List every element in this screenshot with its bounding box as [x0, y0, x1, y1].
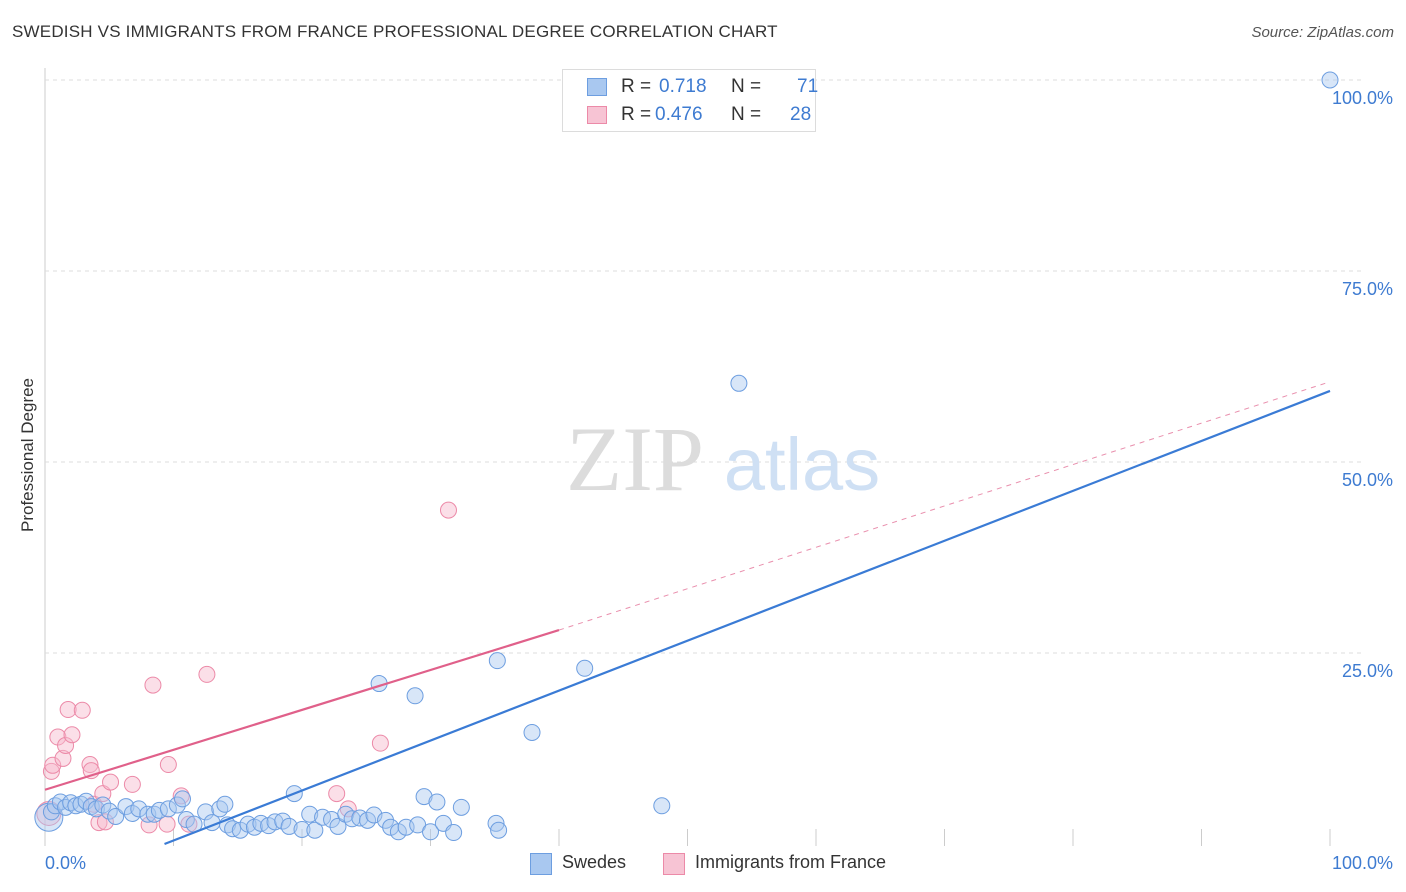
swedes-point [487, 814, 505, 832]
legend-r-label: R = [621, 76, 652, 97]
france-trend-line [44, 629, 560, 791]
y-tick-label: 75.0% [1342, 279, 1393, 299]
france-point [371, 734, 389, 752]
legend-n-label: N = [731, 76, 762, 97]
swedes-point [173, 790, 191, 808]
swedes-point [653, 797, 671, 815]
swedes-point [72, 795, 90, 813]
swedes-point [150, 801, 168, 819]
swedes-point [159, 800, 177, 818]
france-point [63, 726, 81, 744]
stats-legend: R = 0.718 N = 71 R = 0.476 N = 28 [562, 69, 819, 132]
legend-r-value-swedes: 0.718 [659, 76, 707, 97]
swedes-point [34, 802, 64, 832]
swedes-trend-line [164, 389, 1331, 846]
bottom-legend-label: Swedes [562, 852, 627, 872]
grid-layer [44, 68, 1365, 846]
watermark-atlas: atlas [724, 423, 880, 506]
france-point [439, 501, 457, 519]
swedes-point [406, 687, 424, 705]
france-point [57, 736, 75, 754]
legend-n-label: N = [731, 104, 762, 125]
france-point [73, 701, 91, 719]
france-point [54, 749, 72, 767]
france-point [198, 665, 216, 683]
swedes-point [445, 824, 463, 842]
legend-r-label: R = [621, 104, 652, 125]
trend-lines [44, 381, 1331, 846]
swedes-point [1321, 71, 1339, 89]
swedes-point [280, 817, 298, 835]
legend-n-value-swedes: 71 [797, 76, 819, 97]
legend-n-value-france: 28 [790, 104, 812, 125]
france-points [36, 501, 457, 834]
swedes-point [415, 788, 433, 806]
france-point [159, 756, 177, 774]
france-point [328, 785, 346, 803]
swedes-point [211, 800, 229, 818]
bottom-legend-label: Immigrants from France [695, 852, 887, 872]
x-tick-label: 100.0% [1332, 853, 1393, 873]
swedes-point [107, 807, 125, 825]
france-point [44, 756, 62, 774]
france-point [140, 816, 158, 834]
swedes-point [422, 823, 439, 841]
france-point [81, 756, 99, 774]
swedes-point [130, 800, 148, 818]
swedes-point [490, 821, 508, 839]
legend-r-value-france: 0.476 [655, 104, 703, 125]
france-point [90, 814, 108, 832]
x-tick-label: 0.0% [45, 853, 86, 873]
y-tick-label: 50.0% [1342, 470, 1393, 490]
y-tick-label: 25.0% [1342, 661, 1393, 681]
watermark-zip: ZIP [566, 408, 704, 510]
swedes-point [306, 821, 324, 839]
swedes-point [452, 798, 470, 816]
chart-title: SWEDISH VS IMMIGRANTS FROM FRANCE PROFES… [12, 22, 778, 41]
france-swatch [663, 853, 685, 875]
swedes-point [301, 805, 319, 823]
swedes-point [197, 803, 215, 821]
swedes-swatch [587, 78, 607, 96]
tick-label-layer: 25.0% 50.0% 75.0% 100.0% 0.0% 100.0% [45, 88, 1393, 873]
y-tick-label: 100.0% [1332, 88, 1393, 108]
france-point [96, 813, 114, 831]
france-point [59, 701, 77, 719]
france-point [158, 815, 176, 833]
swedes-point [117, 798, 135, 816]
france-point [42, 762, 60, 780]
swedes-point [377, 811, 395, 829]
france-point [180, 815, 198, 833]
swedes-point [730, 374, 748, 392]
source-label: Source: ZipAtlas.com [1251, 24, 1394, 41]
swedes-swatch [530, 853, 552, 875]
france-swatch [587, 106, 607, 124]
swedes-point [329, 817, 347, 835]
swedes-point [488, 652, 506, 670]
swedes-point [428, 793, 446, 811]
france-trend-extension [558, 381, 1331, 631]
swedes-point [216, 795, 234, 813]
swedes-point [293, 820, 311, 838]
france-point [144, 676, 162, 694]
swedes-points [34, 71, 1339, 842]
swedes-point [576, 659, 594, 677]
swedes-point [94, 796, 112, 814]
france-point [102, 773, 120, 791]
swedes-point [523, 723, 541, 741]
watermark: ZIP atlas [566, 408, 880, 510]
france-point [123, 775, 141, 793]
